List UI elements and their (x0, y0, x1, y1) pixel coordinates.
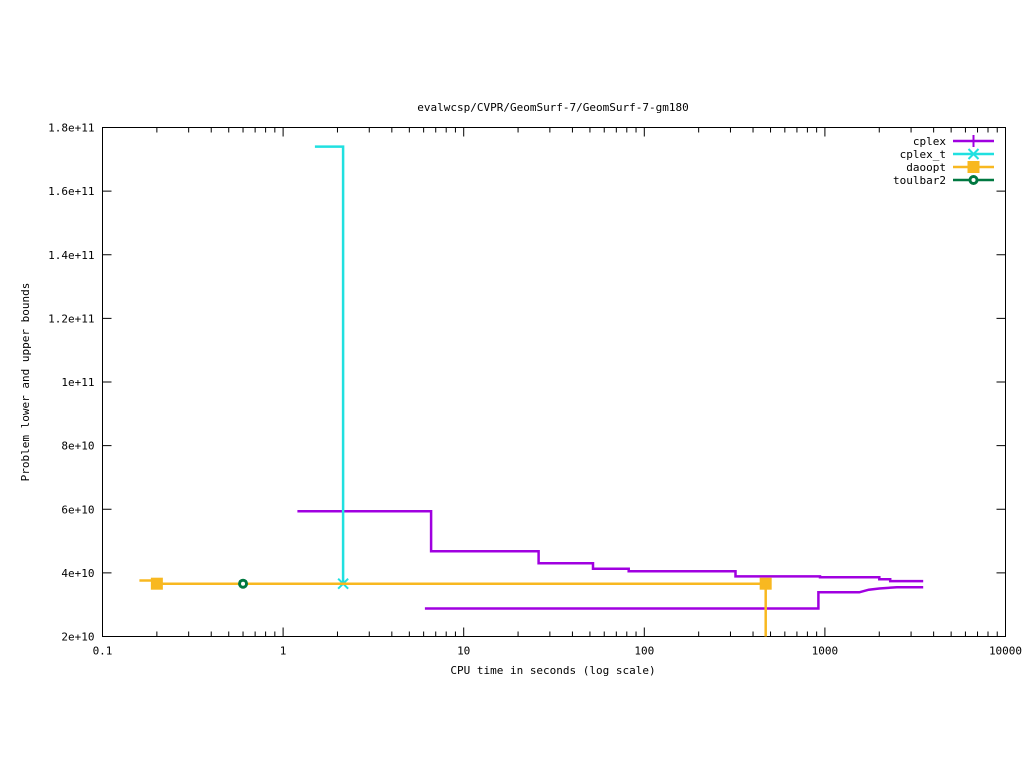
plus-marker (967, 135, 980, 147)
series-daoopt (139, 577, 772, 637)
x-tick-label: 10000 (989, 645, 1022, 658)
series-cplex (297, 509, 924, 610)
legend-label-cplex: cplex (913, 135, 946, 148)
series-layer (139, 145, 924, 637)
cplex-upper-bound-line (297, 509, 924, 583)
y-tick-label: 1.6e+11 (48, 185, 94, 198)
y-tick-label: 2e+10 (61, 631, 94, 644)
legend-label-toulbar2: toulbar2 (893, 174, 946, 187)
plot-frame (102, 127, 1006, 637)
x-tick-label: 1000 (812, 645, 839, 658)
y-tick-label: 1e+11 (61, 376, 94, 389)
ticks-layer: 0.1 1 10 100 1000 10000 2e+10 4e+10 6e+10 8e+10 1e… (48, 122, 1022, 658)
daoopt-upper-bound-line (139, 579, 766, 585)
y-tick-label: 6e+10 (61, 503, 94, 516)
y-tick-label: 1.2e+11 (48, 312, 94, 325)
cross-marker (967, 148, 980, 160)
y-tick-label: 4e+10 (61, 567, 94, 580)
y-tick-label: 1.8e+11 (48, 122, 94, 135)
x-tick-label: 1 (280, 645, 287, 658)
x-tick-label: 0.1 (93, 645, 113, 658)
square-marker (150, 577, 163, 590)
series-cplex-t (314, 145, 349, 590)
y-tick-label: 8e+10 (61, 440, 94, 453)
cplex-lower-bound-line (424, 585, 924, 610)
x-tick-label: 100 (634, 645, 654, 658)
square-marker (967, 161, 980, 173)
y-axis-label: Problem lower and upper bounds (19, 283, 32, 482)
legend-label-cplex-t: cplex_t (900, 148, 946, 161)
legend-label-daoopt: daoopt (906, 161, 946, 174)
series-toulbar2 (238, 578, 249, 589)
square-marker (759, 577, 772, 590)
circle-marker-center (971, 178, 976, 182)
circle-marker-center (241, 581, 246, 586)
x-axis-label: CPU time in seconds (log scale) (450, 664, 655, 677)
y-tick-label: 1.4e+11 (48, 249, 94, 262)
cplex-t-upper-bound-line (314, 145, 345, 584)
chart-title: evalwcsp/CVPR/GeomSurf-7/GeomSurf-7-gm18… (417, 101, 689, 114)
x-tick-label: 10 (457, 645, 470, 658)
